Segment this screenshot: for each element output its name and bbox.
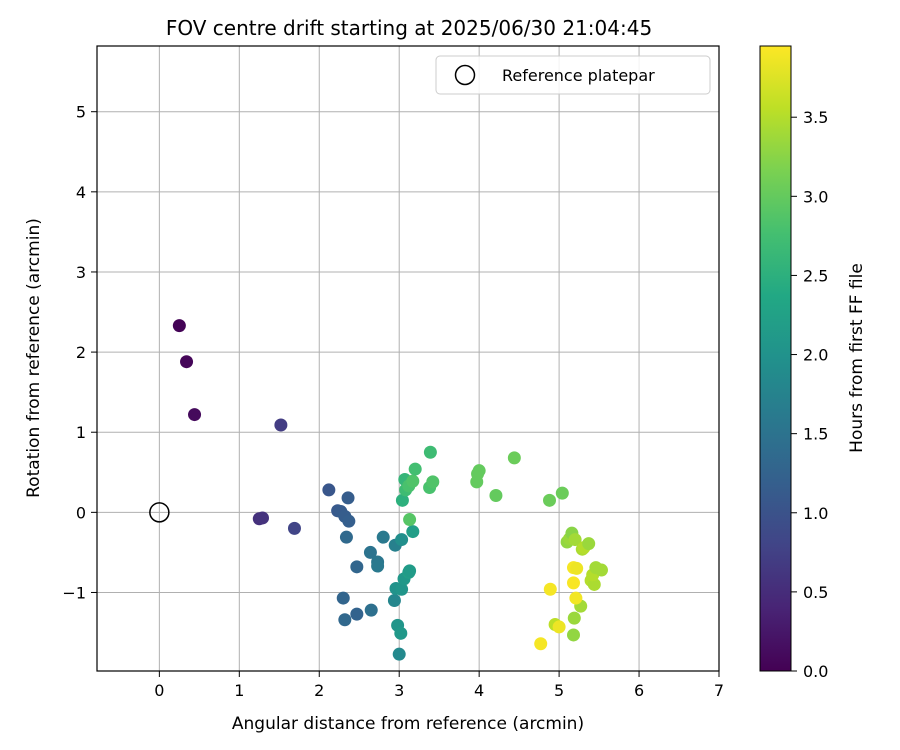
- data-point-4: [255, 511, 269, 525]
- x-axis-ticks: 0 1 2 3 4 5 6 7: [154, 671, 724, 700]
- data-point-5: [274, 418, 288, 432]
- data-point-70: [543, 582, 557, 596]
- colorbar-tick-label: 3.0: [803, 187, 828, 206]
- x-tick-label: 0: [154, 681, 164, 700]
- data-point-65: [567, 611, 581, 625]
- chart-title: FOV centre drift starting at 2025/06/30 …: [166, 16, 652, 40]
- y-axis-ticks: −1 0 1 2 3 4 5: [62, 103, 97, 602]
- data-point-49: [507, 451, 521, 465]
- y-tick-label: 5: [76, 103, 86, 122]
- data-point-34: [392, 647, 406, 661]
- colorbar-tick-label: 3.5: [803, 108, 828, 127]
- y-tick-label: 2: [76, 343, 86, 362]
- data-point-66: [566, 628, 580, 642]
- grid: [97, 46, 720, 671]
- y-axis-label: Rotation from reference (arcmin): [24, 218, 44, 498]
- data-point-51: [555, 486, 569, 500]
- legend-entry-reference: Reference platepar: [502, 66, 655, 85]
- data-point-2: [188, 408, 202, 422]
- data-point-73: [566, 576, 580, 590]
- data-point-39: [406, 474, 420, 488]
- data-point-0: [172, 319, 186, 333]
- data-point-47: [472, 464, 486, 478]
- colorbar-tick-label: 0.0: [803, 662, 828, 681]
- data-point-69: [534, 637, 548, 651]
- data-point-35: [395, 493, 409, 507]
- data-point-19: [363, 545, 377, 559]
- x-tick-label: 5: [554, 681, 564, 700]
- data-point-40: [408, 462, 422, 476]
- data-point-12: [342, 514, 356, 528]
- data-point-18: [364, 603, 378, 617]
- data-point-7: [322, 483, 336, 497]
- colorbar-tick-label: 1.0: [803, 504, 828, 523]
- data-point-16: [338, 613, 352, 627]
- x-tick-label: 4: [474, 681, 484, 700]
- data-point-30: [403, 564, 417, 578]
- data-point-11: [341, 491, 355, 505]
- data-point-1: [180, 355, 194, 369]
- data-point-41: [403, 513, 417, 527]
- data-point-6: [287, 521, 301, 535]
- colorbar-tick-label: 0.5: [803, 583, 828, 602]
- colorbar-label: Hours from first FF file: [847, 263, 867, 453]
- x-axis-label: Angular distance from reference (arcmin): [232, 714, 584, 734]
- colorbar-gradient: [759, 45, 792, 672]
- data-point-72: [570, 561, 584, 575]
- y-tick-label: 1: [76, 423, 86, 442]
- colorbar-ticks: 0.0 0.5 1.0 1.5 2.0 2.5 3.0 3.5: [791, 108, 828, 681]
- data-point-24: [395, 533, 409, 547]
- x-tick-label: 2: [314, 681, 324, 700]
- data-point-63: [594, 563, 608, 577]
- plot-frame: [96, 45, 720, 672]
- y-tick-label: 3: [76, 263, 86, 282]
- y-tick-label: 0: [76, 503, 86, 522]
- data-point-44: [423, 445, 437, 459]
- y-tick-label: −1: [62, 583, 86, 602]
- colorbar-tick-label: 2.5: [803, 266, 828, 285]
- legend-box: [435, 55, 711, 95]
- data-point-48: [489, 489, 503, 503]
- colorbar-tick-label: 1.5: [803, 425, 828, 444]
- colorbar-tick-label: 2.0: [803, 346, 828, 365]
- data-point-55: [568, 533, 582, 547]
- data-point-58: [582, 537, 596, 551]
- data-point-43: [426, 475, 440, 489]
- x-tick-label: 3: [394, 681, 404, 700]
- data-point-50: [543, 493, 557, 507]
- data-point-13: [339, 530, 353, 544]
- data-points: [172, 319, 608, 661]
- data-point-27: [395, 582, 409, 596]
- data-point-74: [569, 591, 583, 605]
- reference-point: [149, 502, 170, 523]
- x-tick-label: 1: [234, 681, 244, 700]
- x-tick-label: 7: [714, 681, 724, 700]
- data-point-22: [376, 530, 390, 544]
- data-point-33: [394, 626, 408, 640]
- y-tick-label: 4: [76, 183, 86, 202]
- data-point-14: [350, 560, 364, 574]
- data-point-68: [552, 620, 566, 634]
- data-point-25: [387, 593, 401, 607]
- data-point-31: [406, 525, 420, 539]
- data-point-15: [336, 591, 350, 605]
- x-tick-label: 6: [634, 681, 644, 700]
- data-point-21: [371, 559, 385, 573]
- data-point-60: [587, 577, 601, 591]
- legend-marker-circle-icon: [454, 64, 476, 86]
- legend: Reference platepar: [435, 55, 711, 95]
- data-point-17: [350, 607, 364, 621]
- colorbar: 0.0 0.5 1.0 1.5 2.0 2.5 3.0 3.5 Hours from firs…: [759, 45, 867, 681]
